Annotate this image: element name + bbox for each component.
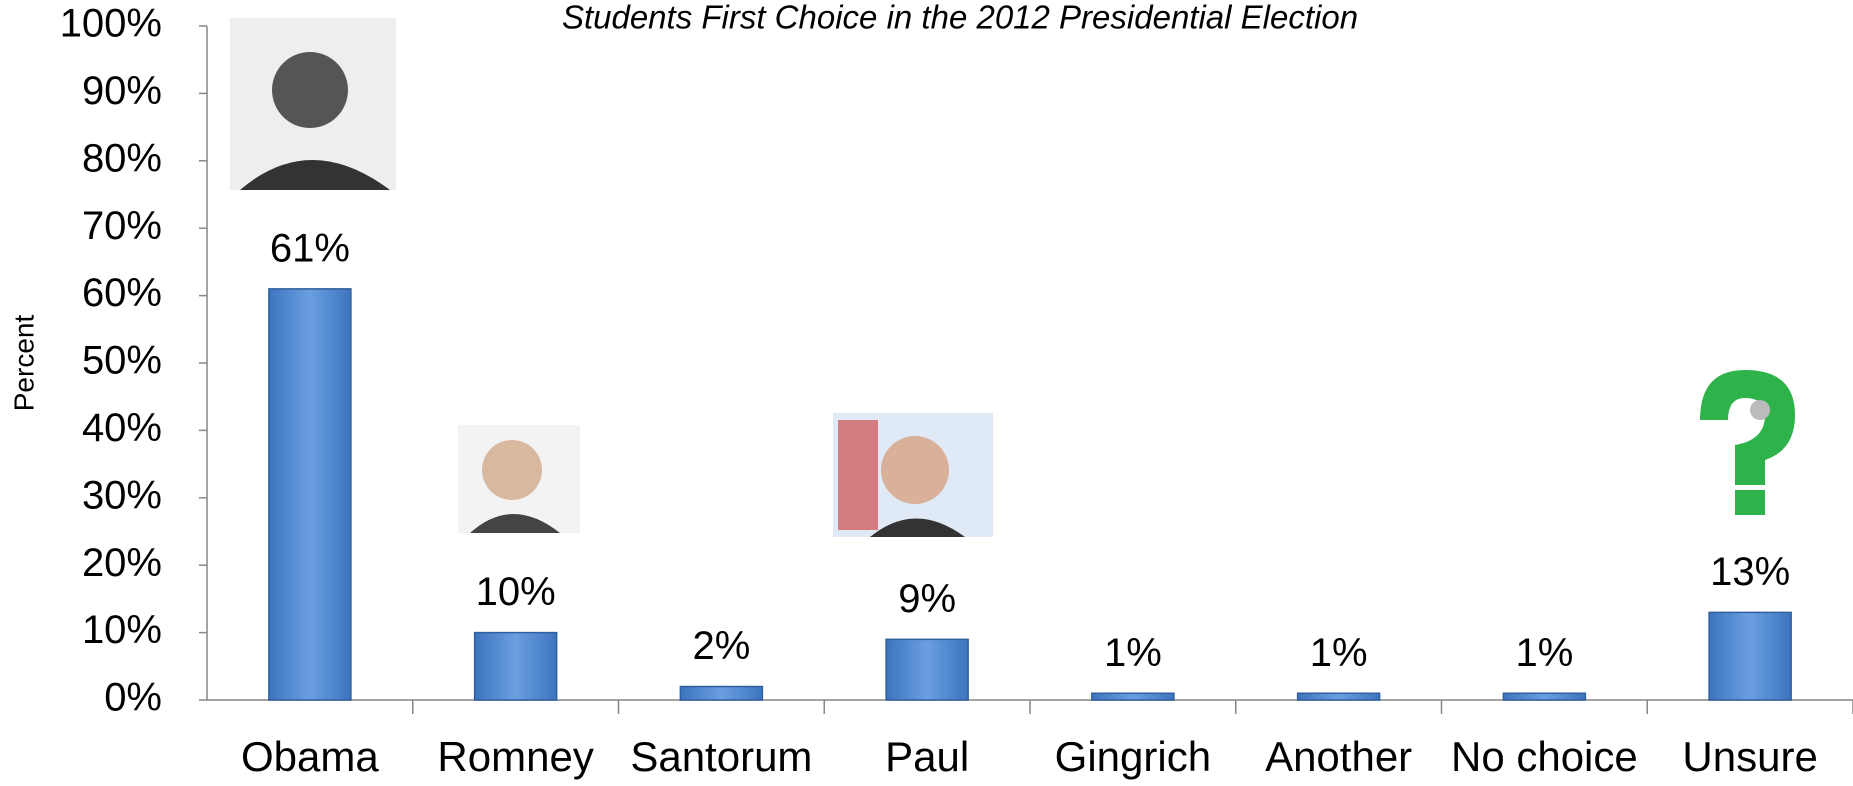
data-label: 2% (692, 624, 750, 668)
bar (1091, 692, 1175, 701)
y-tick-label: 10% (82, 608, 162, 652)
y-tick-label: 90% (82, 69, 162, 113)
y-tick-label: 70% (82, 204, 162, 248)
data-label: 61% (270, 226, 350, 270)
data-label: 10% (476, 570, 556, 614)
bar (885, 638, 969, 701)
data-label: 1% (1104, 631, 1162, 675)
romney-photo (458, 425, 580, 533)
y-tick-label: 20% (82, 541, 162, 585)
x-tick-label: Gingrich (1055, 733, 1211, 780)
bar (1296, 692, 1381, 701)
bar (268, 288, 352, 701)
x-tick-label: No choice (1451, 733, 1638, 780)
question-icon (1700, 370, 1795, 515)
y-tick-label: 30% (82, 473, 162, 517)
x-tick-label: Unsure (1682, 733, 1817, 780)
y-axis-title: Percent (8, 315, 39, 412)
x-tick-label: Romney (437, 733, 593, 780)
data-label: 1% (1310, 631, 1368, 675)
data-label: 9% (898, 577, 956, 621)
x-tick-label: Paul (885, 733, 969, 780)
data-label: 13% (1710, 550, 1790, 594)
y-tick-label: 0% (104, 676, 162, 720)
y-tick-label: 40% (82, 406, 162, 450)
data-label: 1% (1515, 631, 1573, 675)
bar (473, 631, 558, 701)
obama-photo (230, 18, 396, 190)
y-tick-label: 100% (60, 2, 162, 46)
x-tick-label: Another (1265, 733, 1412, 780)
paul-photo (833, 413, 993, 537)
bar (679, 685, 764, 701)
x-tick-label: Santorum (630, 733, 812, 780)
y-tick-label: 60% (82, 271, 162, 315)
bar (1502, 692, 1587, 701)
x-tick-label: Obama (241, 733, 379, 780)
y-tick-label: 50% (82, 339, 162, 383)
y-tick-label: 80% (82, 136, 162, 180)
chart-title: Students First Choice in the 2012 Presid… (562, 0, 1358, 36)
bar (1708, 611, 1792, 701)
